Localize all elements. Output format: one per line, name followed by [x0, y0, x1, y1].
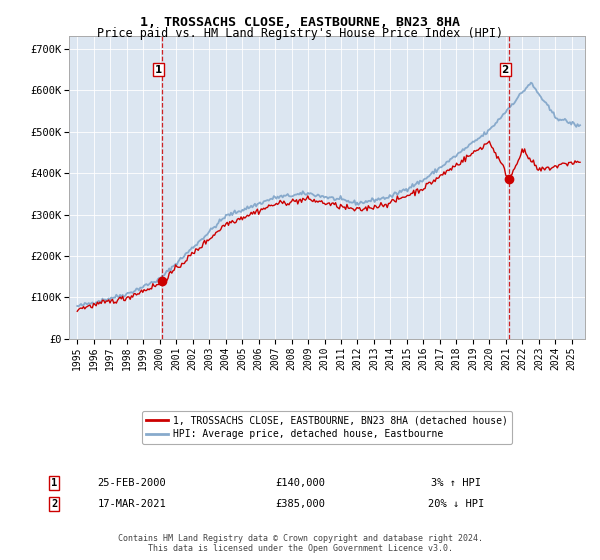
Text: 3% ↑ HPI: 3% ↑ HPI: [431, 478, 481, 488]
Text: 20% ↓ HPI: 20% ↓ HPI: [428, 499, 484, 509]
Text: Price paid vs. HM Land Registry's House Price Index (HPI): Price paid vs. HM Land Registry's House …: [97, 27, 503, 40]
Text: 1, TROSSACHS CLOSE, EASTBOURNE, BN23 8HA: 1, TROSSACHS CLOSE, EASTBOURNE, BN23 8HA: [140, 16, 460, 29]
Text: Contains HM Land Registry data © Crown copyright and database right 2024.
This d: Contains HM Land Registry data © Crown c…: [118, 534, 482, 553]
Text: 25-FEB-2000: 25-FEB-2000: [98, 478, 166, 488]
Legend: 1, TROSSACHS CLOSE, EASTBOURNE, BN23 8HA (detached house), HPI: Average price, d: 1, TROSSACHS CLOSE, EASTBOURNE, BN23 8HA…: [142, 410, 512, 444]
Text: £385,000: £385,000: [275, 499, 325, 509]
Text: 2: 2: [502, 64, 509, 74]
Text: 1: 1: [51, 478, 57, 488]
Text: £140,000: £140,000: [275, 478, 325, 488]
Text: 17-MAR-2021: 17-MAR-2021: [98, 499, 166, 509]
Text: 2: 2: [51, 499, 57, 509]
Text: 1: 1: [154, 64, 161, 74]
